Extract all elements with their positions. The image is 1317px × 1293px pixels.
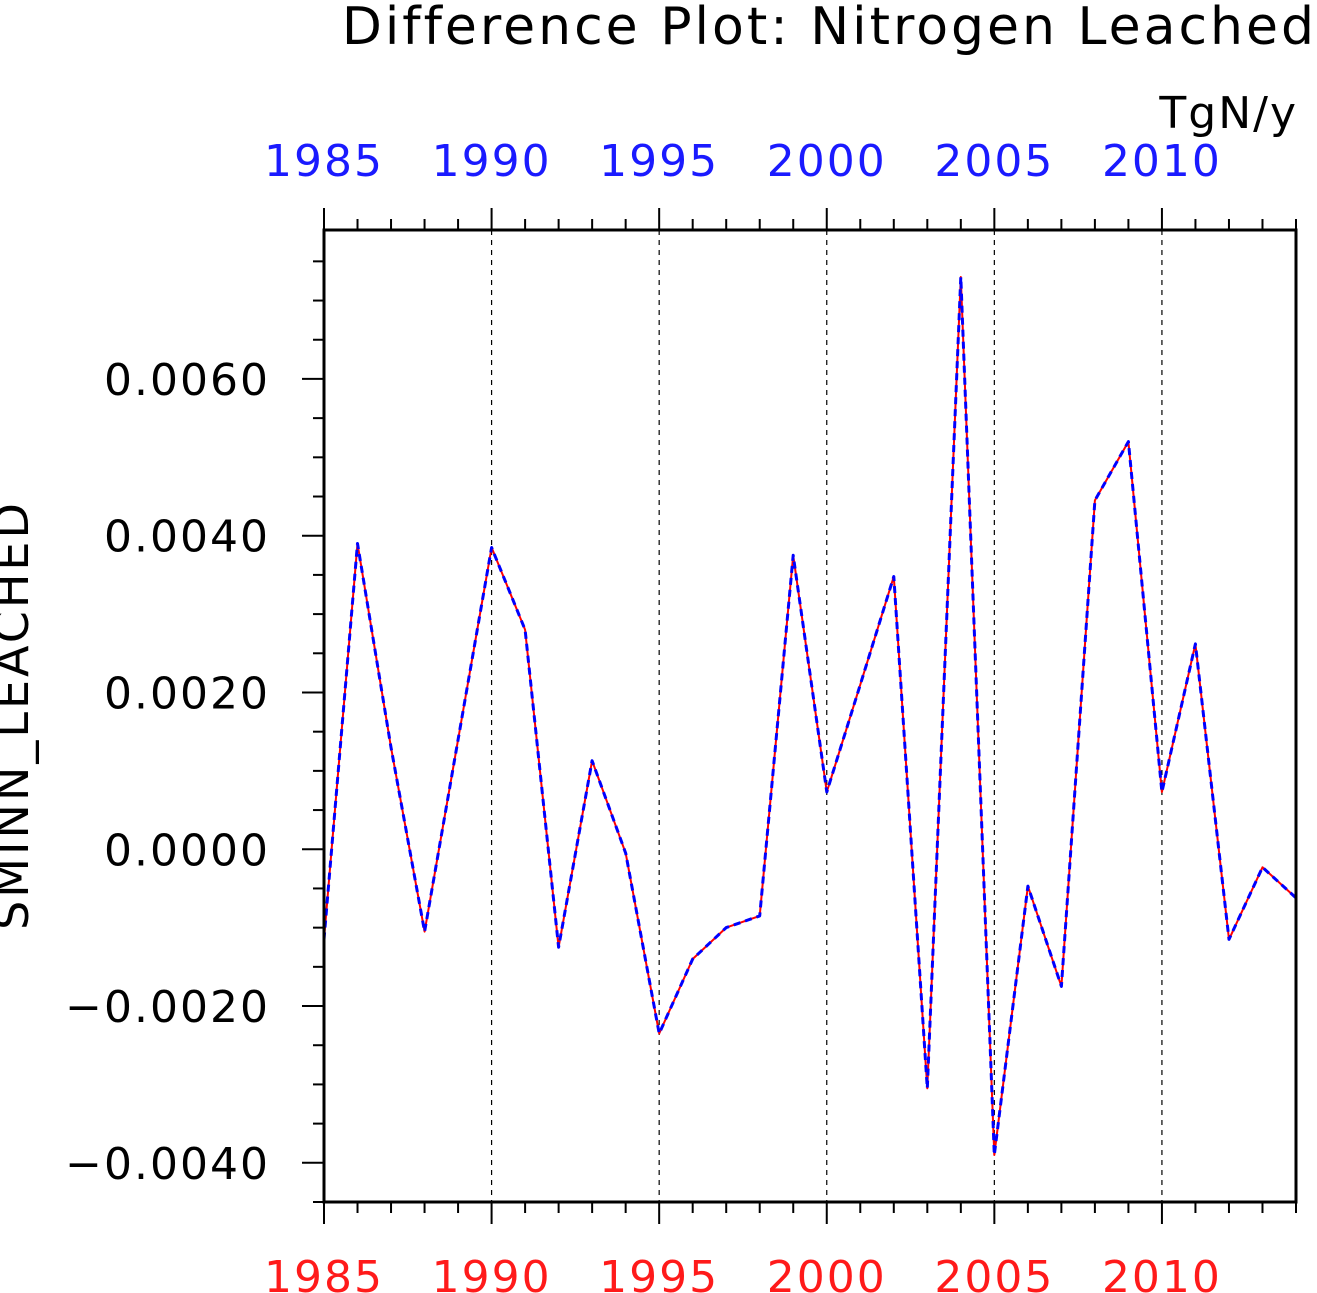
y-tick-label: 0.0000 <box>104 825 270 876</box>
plot-frame <box>322 228 1298 1204</box>
axis-ticks <box>302 208 1297 1224</box>
units-label: TgN/y <box>1158 88 1298 139</box>
red-solid-series-line <box>323 276 1297 1156</box>
x-tick-label-bottom: 1995 <box>599 1252 719 1293</box>
y-tick-label: −0.0040 <box>65 1139 270 1190</box>
x-tick-label-top: 1995 <box>599 136 719 187</box>
x-tick-label-bottom: 1990 <box>432 1252 552 1293</box>
blue-dashed-series-line <box>322 275 1298 1157</box>
x-tick-label-bottom: 2010 <box>1102 1252 1222 1293</box>
tick-labels: 1985 1985 1990 1990 1995 1995 2000 2000 2005 2005… <box>65 136 1222 1293</box>
x-tick-label-top: 1990 <box>432 136 552 187</box>
x-tick-label-top: 2010 <box>1102 136 1222 187</box>
y-axis-label: SMINN_LEACHED <box>0 500 39 930</box>
y-tick-label: 0.0060 <box>104 355 270 406</box>
y-tick-label: 0.0040 <box>104 512 270 563</box>
vertical-grid <box>490 230 1163 1202</box>
x-tick-label-bottom: 1985 <box>264 1252 384 1293</box>
x-tick-label-bottom: 2005 <box>934 1252 1054 1293</box>
x-tick-label-top: 1985 <box>264 136 384 187</box>
y-tick-label: −0.0020 <box>65 982 270 1033</box>
x-tick-label-bottom: 2000 <box>767 1252 887 1293</box>
chart-title: Difference Plot: Nitrogen Leached <box>342 0 1317 57</box>
y-tick-label: 0.0020 <box>104 668 270 719</box>
x-tick-label-top: 2005 <box>934 136 1054 187</box>
series-group <box>322 275 1298 1157</box>
x-tick-label-top: 2000 <box>767 136 887 187</box>
